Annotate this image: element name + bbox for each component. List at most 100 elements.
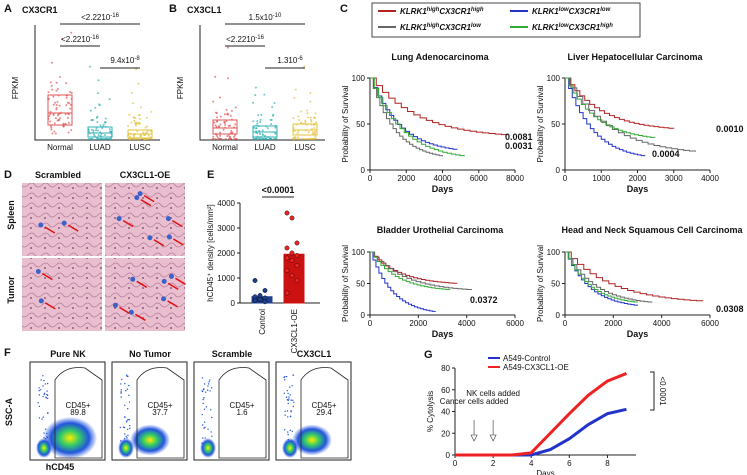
arrow [167,282,179,291]
dot [146,125,149,128]
dot [225,108,228,111]
dot [307,116,310,119]
event [42,375,44,377]
event [47,397,49,400]
event [208,381,210,383]
event [209,379,211,381]
x-tick-label: LUSC [294,143,316,152]
dot [96,115,99,118]
x-axis-label: Days [627,329,649,339]
x-tick-label: 0 [453,459,458,468]
dot [303,65,306,68]
dot [67,131,70,134]
dot [49,81,52,84]
y-axis-label: FPKM [11,77,20,100]
box [87,126,113,138]
y-tick-label: 0 [556,166,561,175]
column-title: CX3CL1-OE [120,170,171,180]
gate [54,367,103,459]
event [285,375,288,378]
event [201,377,204,379]
y-tick-label: 100 [352,248,366,257]
dot [55,103,58,106]
dot [56,114,59,117]
survival-curve [370,77,443,157]
event [202,398,204,401]
dot [49,110,52,113]
event [120,392,122,394]
dot [219,115,222,118]
dot [89,109,92,112]
y-tick-label: 0 [446,451,451,460]
y-tick-label: 80 [441,364,450,373]
dot [270,123,273,126]
stained-cell [38,222,44,228]
dot [214,111,217,114]
p-value: 0.0010 [716,124,744,134]
dot [66,101,69,104]
dot [69,91,72,94]
event [126,428,129,431]
dot [214,138,217,140]
point [284,290,290,296]
p-base: 1.5x10 [249,13,274,22]
y-tick-label: 100 [547,74,561,83]
dot [138,117,141,120]
event [289,394,291,396]
dot [313,127,316,130]
survival-curve [370,77,465,157]
dot [229,138,232,140]
dot [50,84,53,87]
dot [108,128,111,131]
dot [292,117,295,120]
point [289,215,295,221]
y-tick-label: 20 [441,429,450,438]
point [252,294,258,300]
gate [300,367,349,459]
event [120,396,122,398]
dot [50,126,53,129]
dot [220,138,223,140]
event [129,427,131,430]
event [125,374,128,376]
dot [256,122,259,125]
dot [218,125,221,128]
event [286,410,289,412]
gate-label: CD45+ [147,401,172,410]
y-axis-label: hCD45⁺ density [cells/mm²] [206,204,215,302]
dot [56,87,59,90]
event [202,402,204,405]
y-axis-label: FPKM [176,77,185,100]
panel-title: Pure NK [50,349,86,359]
event [126,388,129,390]
event [210,409,212,411]
event [291,385,293,387]
dot [304,121,307,124]
dot [306,112,309,115]
event [287,433,289,436]
stained-cell [168,273,174,279]
panel-label: A [4,3,12,15]
event [42,385,44,387]
event [119,426,122,429]
event [207,385,209,387]
panel-title: Scramble [212,349,253,359]
point [284,210,290,216]
dot [92,119,95,122]
level: high [427,7,440,13]
p-value: <2.2210-16 [81,13,119,22]
dot [99,134,102,137]
dot [61,38,64,41]
p-value: 0.0372 [470,295,498,305]
stained-cell [165,216,171,222]
x-tick-label: LUAD [89,143,111,152]
event [202,437,204,439]
x-tick-label: 2 [491,459,496,468]
dot [92,129,95,132]
dot [50,128,53,131]
dot [252,101,255,104]
event [284,414,286,416]
y-axis-label: % Cytolysis [426,391,435,432]
dot [97,79,100,82]
event [203,397,205,399]
